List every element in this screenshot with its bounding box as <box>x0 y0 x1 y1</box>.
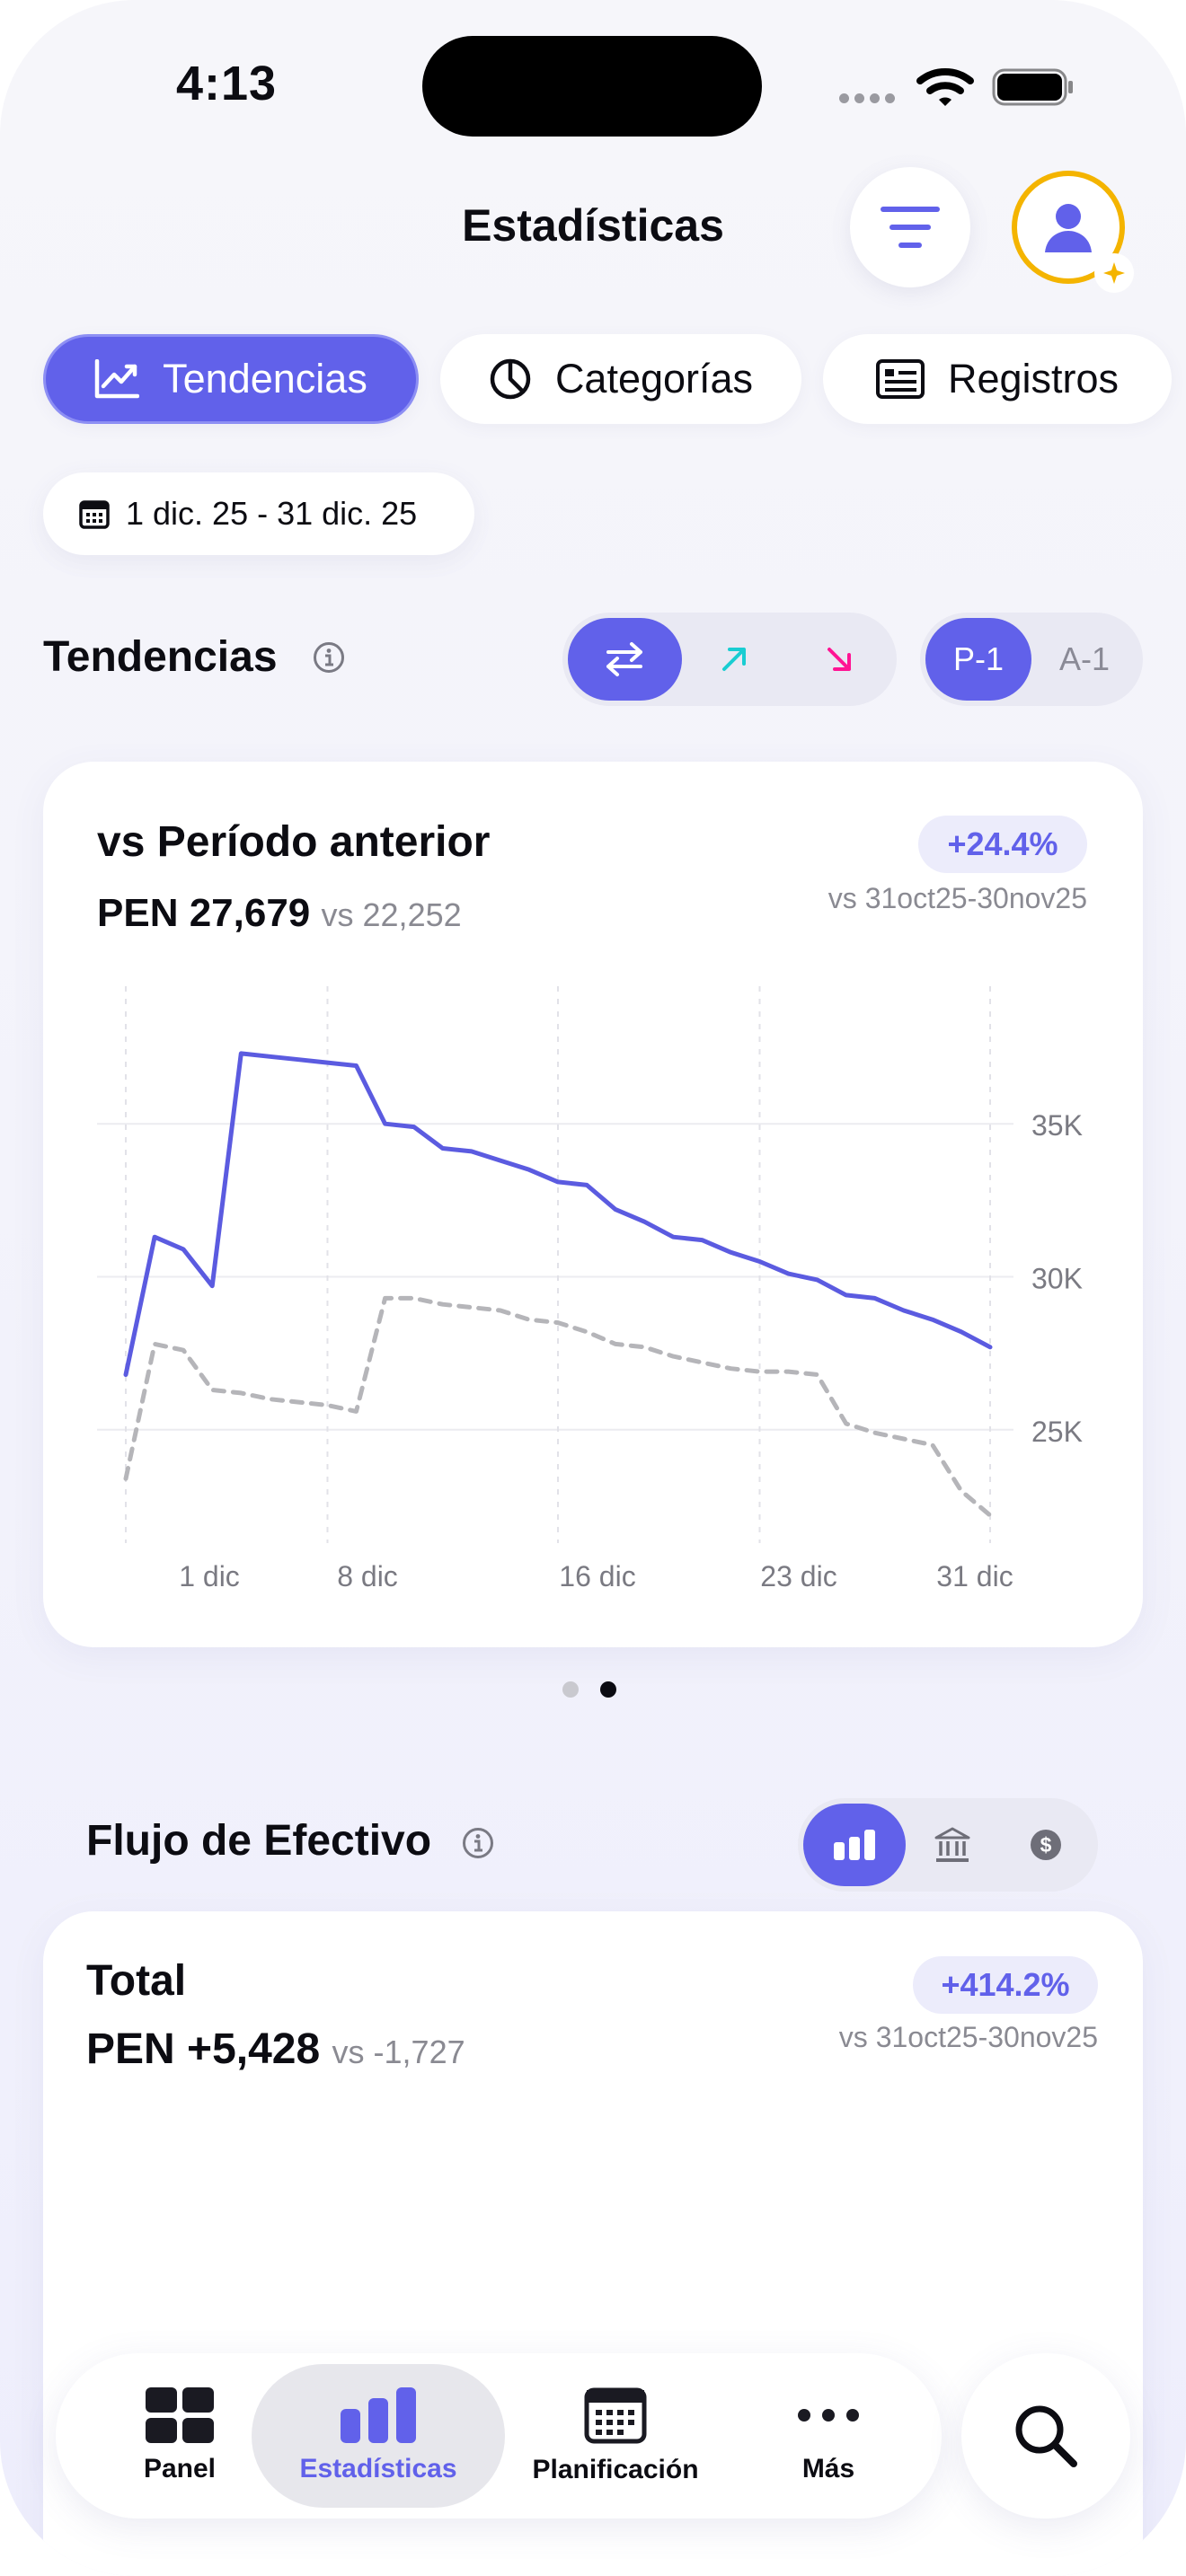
arrow-up-right-icon <box>721 648 746 671</box>
filter-button[interactable] <box>850 167 970 287</box>
nav-label: Estadísticas <box>299 2454 457 2483</box>
info-icon[interactable] <box>313 641 345 674</box>
x-tick-label: 31 dic <box>936 1560 1013 1592</box>
grid-icon <box>146 2387 214 2443</box>
trend-change-badge: +24.4% <box>918 816 1087 873</box>
page-dot-active <box>600 1681 616 1698</box>
current-period-line <box>123 1051 993 1377</box>
decrease-button[interactable] <box>786 618 891 701</box>
trends-section-title: Tendencias <box>43 633 278 681</box>
more-dots-icon <box>798 2409 859 2422</box>
cashflow-card-title: Total <box>86 1957 187 2005</box>
previous-period-line <box>123 1295 993 1518</box>
sparkle-icon <box>1094 253 1134 293</box>
cashflow-section-title: Flujo de Efectivo <box>86 1817 432 1865</box>
tab-trends[interactable]: Tendencias <box>43 334 419 424</box>
y-tick-label: 25K <box>1031 1416 1083 1448</box>
trend-chart-card: vs Período anterior PEN 27,679 vs 22,252… <box>43 762 1143 1647</box>
trend-line-icon <box>94 359 140 399</box>
trend-card-title: vs Período anterior <box>97 818 491 866</box>
bank-icon <box>934 1827 970 1862</box>
nav-planning[interactable]: Planificación <box>514 2353 717 2519</box>
wifi-icon <box>916 68 974 106</box>
bottom-tab-bar: Panel Estadísticas Planificación <box>56 2353 942 2519</box>
user-icon <box>1045 204 1092 252</box>
date-range-picker[interactable]: 1 dic. 25 - 31 dic. 25 <box>43 472 474 555</box>
period-toggle: P-1 A-1 <box>920 613 1143 706</box>
nav-more[interactable]: Más <box>766 2353 891 2519</box>
nav-label: Planificación <box>532 2455 699 2484</box>
status-time: 4:13 <box>176 57 278 110</box>
x-tick-label: 8 dic <box>337 1560 398 1592</box>
both-directions-button[interactable] <box>568 618 682 701</box>
cashflow-compare-period: vs 31oct25-30nov25 <box>838 2021 1098 2053</box>
cashflow-card-value: PEN +5,428 vs -1,727 <box>86 2025 465 2074</box>
page-dot <box>562 1681 579 1698</box>
currency-view-button[interactable]: $ <box>999 1804 1093 1886</box>
nav-statistics[interactable]: Estadísticas <box>252 2353 505 2519</box>
date-range-label: 1 dic. 25 - 31 dic. 25 <box>126 495 418 532</box>
nav-panel[interactable]: Panel <box>99 2353 261 2519</box>
dollar-coin-icon: $ <box>1031 1830 1061 1860</box>
y-tick-label: 30K <box>1031 1263 1083 1295</box>
period-option-previous[interactable]: P-1 <box>925 618 1031 701</box>
filter-lines-icon <box>881 207 940 248</box>
dynamic-island <box>422 36 762 137</box>
page-title: Estadísticas <box>462 200 724 251</box>
search-button[interactable] <box>961 2353 1130 2519</box>
bar-view-button[interactable] <box>803 1804 906 1886</box>
calendar-small-icon <box>79 500 110 529</box>
x-tick-label: 23 dic <box>760 1560 836 1592</box>
nav-label: Panel <box>143 2454 217 2483</box>
calendar-icon <box>584 2387 647 2444</box>
cashflow-view-toggle: $ <box>798 1798 1098 1892</box>
list-doc-icon <box>875 359 925 399</box>
cashflow-previous-value: vs -1,727 <box>332 2033 465 2070</box>
tab-label: Categorías <box>554 356 754 401</box>
trend-compare-period: vs 31oct25-30nov25 <box>828 882 1087 914</box>
tab-label: Registros <box>947 356 1120 401</box>
swap-arrows-icon <box>606 642 643 676</box>
increase-button[interactable] <box>682 618 787 701</box>
cashflow-current-value: PEN +5,428 <box>86 2025 321 2073</box>
page-indicator[interactable] <box>562 1681 616 1698</box>
nav-label: Más <box>801 2454 855 2483</box>
x-tick-label: 1 dic <box>179 1560 240 1592</box>
x-tick-label: 16 dic <box>559 1560 635 1592</box>
cashflow-change-badge: +414.2% <box>913 1956 1098 2014</box>
tab-categories[interactable]: Categorías <box>440 334 801 424</box>
pie-chart-icon <box>490 358 531 400</box>
trend-current-value: PEN 27,679 <box>97 891 311 935</box>
y-tick-label: 35K <box>1031 1109 1083 1142</box>
trend-previous-value: vs 22,252 <box>321 896 462 933</box>
bar-chart-icon <box>341 2387 416 2443</box>
svg-text:$: $ <box>1040 1833 1052 1857</box>
period-option-year[interactable]: A-1 <box>1058 640 1111 677</box>
search-icon <box>1015 2405 1077 2467</box>
info-icon[interactable] <box>462 1827 494 1859</box>
trend-line-chart: 25K 30K 35K 1 dic 8 dic 16 dic 23 dic 31 dic <box>97 986 1083 1592</box>
trend-card-value: PEN 27,679 vs 22,252 <box>97 891 462 936</box>
trend-direction-toggle <box>562 613 897 706</box>
tab-label: Tendencias <box>163 356 367 401</box>
tab-records[interactable]: Registros <box>823 334 1172 424</box>
bar-chart-icon <box>834 1830 875 1860</box>
cellular-signal-icon <box>839 93 895 103</box>
arrow-down-right-icon <box>827 648 851 671</box>
battery-icon <box>992 68 1073 106</box>
accounts-view-button[interactable] <box>906 1804 999 1886</box>
